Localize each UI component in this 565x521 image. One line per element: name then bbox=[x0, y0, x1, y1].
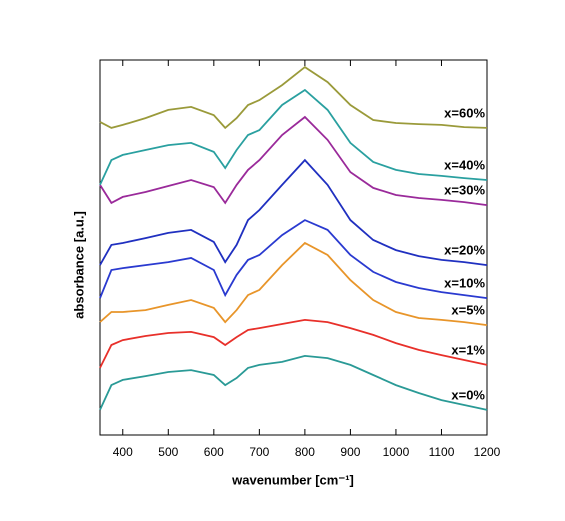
x-tick-label: 1000 bbox=[383, 445, 410, 459]
series-label: x=5% bbox=[451, 303, 485, 318]
series-label: x=60% bbox=[444, 105, 485, 120]
series-label: x=1% bbox=[451, 342, 485, 357]
x-tick-label: 1100 bbox=[429, 445, 455, 459]
series-line bbox=[99, 318, 488, 369]
x-tick-label: 1200 bbox=[474, 445, 501, 459]
series-label: x=20% bbox=[444, 243, 485, 258]
plot-frame bbox=[99, 59, 488, 436]
x-tick-label: 900 bbox=[340, 445, 360, 459]
series-label: x=30% bbox=[444, 183, 485, 198]
x-tick-label: 600 bbox=[204, 445, 224, 459]
series-label: x=0% bbox=[451, 387, 485, 402]
series-label: x=40% bbox=[444, 157, 485, 172]
x-tick-label: 800 bbox=[295, 445, 315, 459]
series-line bbox=[99, 241, 488, 326]
x-tick-label: 400 bbox=[113, 445, 133, 459]
x-tick-label: 700 bbox=[249, 445, 269, 459]
series-line bbox=[99, 158, 488, 266]
y-axis-label: absorbance [a.u.] bbox=[71, 211, 86, 319]
x-tick-label: 500 bbox=[158, 445, 178, 459]
x-axis-label: wavenumber [cm⁻¹] bbox=[231, 472, 354, 487]
series-line bbox=[99, 354, 488, 411]
series-line bbox=[99, 115, 488, 206]
series-line bbox=[99, 65, 488, 130]
series-line bbox=[99, 219, 488, 299]
series-label: x=10% bbox=[444, 276, 485, 291]
series-line bbox=[99, 88, 488, 186]
